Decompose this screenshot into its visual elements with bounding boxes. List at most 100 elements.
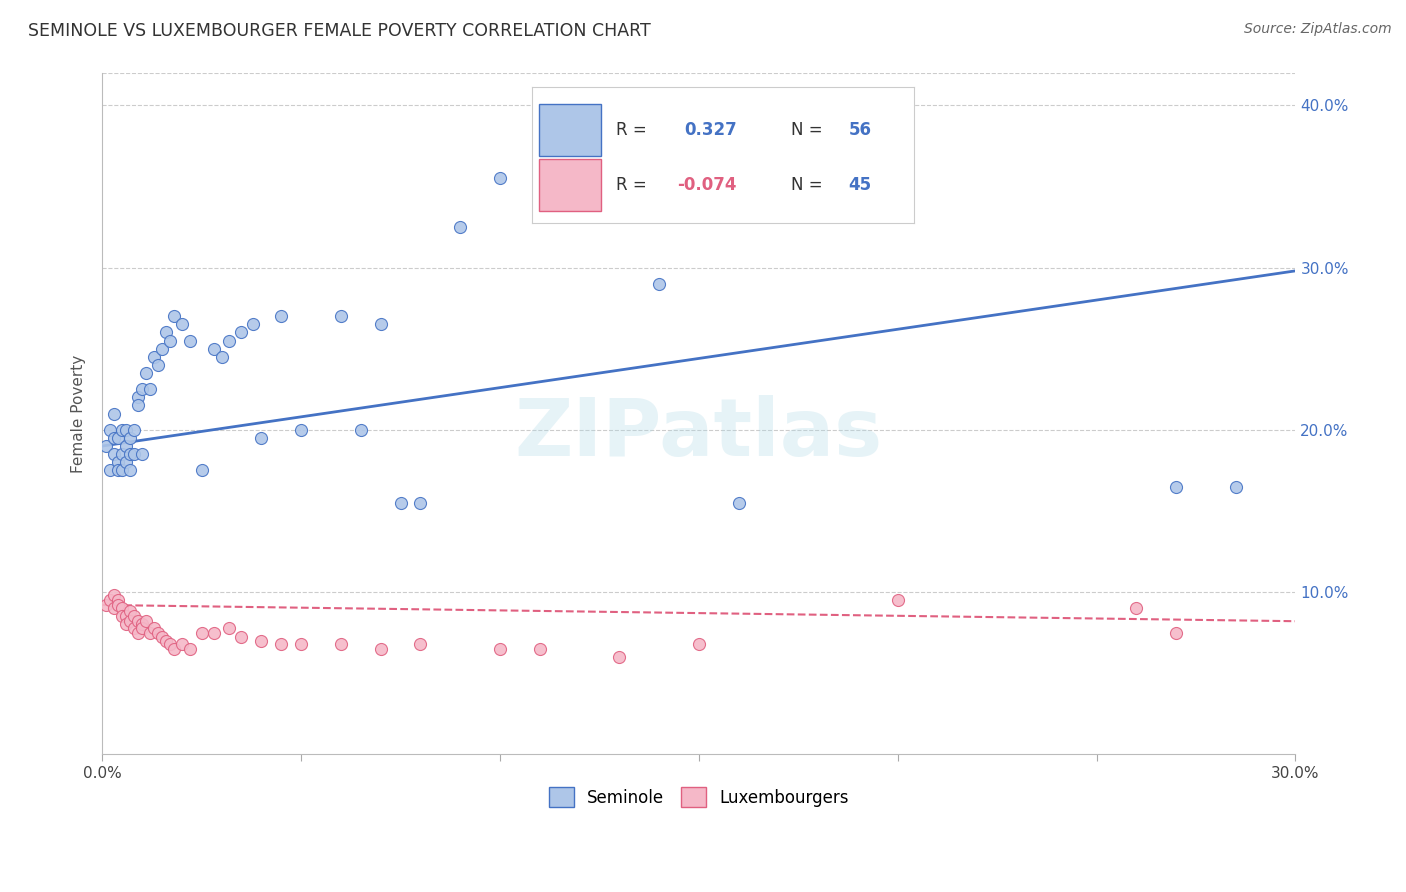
Legend: Seminole, Luxembourgers: Seminole, Luxembourgers (543, 780, 855, 814)
Point (122, 609, 145, 624)
Point (1166, 479, 1188, 493)
Point (139, 625, 162, 640)
Point (103, 447, 125, 461)
Point (146, 625, 169, 640)
Point (107, 593, 129, 607)
Point (127, 399, 149, 413)
Point (122, 621, 145, 635)
Point (131, 617, 153, 632)
Point (231, 326, 253, 340)
Point (202, 625, 225, 640)
Point (107, 431, 129, 445)
Point (211, 350, 233, 364)
Point (135, 366, 157, 380)
Point (202, 342, 225, 356)
Point (150, 631, 173, 645)
Point (142, 350, 165, 364)
Point (159, 637, 181, 651)
Point (163, 310, 186, 324)
Point (449, 220, 471, 235)
Point (135, 614, 157, 628)
Point (103, 431, 125, 445)
Point (118, 431, 141, 445)
Point (529, 163, 551, 178)
Point (370, 641, 392, 656)
Point (1166, 625, 1188, 640)
Point (107, 598, 129, 612)
Point (190, 463, 212, 477)
Point (122, 423, 145, 437)
Point (159, 334, 181, 348)
Point (727, 496, 749, 510)
Point (329, 310, 352, 324)
Point (118, 605, 141, 619)
Point (98, 463, 121, 477)
Point (115, 423, 138, 437)
Point (231, 631, 253, 645)
Point (118, 614, 141, 628)
Point (96, 439, 118, 453)
Point (648, 277, 671, 291)
Point (1125, 601, 1147, 615)
Point (103, 407, 125, 421)
Point (329, 637, 352, 651)
Point (115, 617, 138, 632)
Point (250, 431, 273, 445)
Point (179, 641, 201, 656)
Point (1225, 479, 1247, 493)
Point (270, 637, 292, 651)
Point (218, 334, 240, 348)
Point (250, 633, 273, 648)
Point (370, 318, 392, 332)
Point (111, 601, 134, 615)
Point (155, 633, 177, 648)
Point (107, 463, 129, 477)
Point (409, 496, 432, 510)
Point (118, 463, 141, 477)
Point (118, 447, 141, 461)
Point (115, 439, 138, 453)
Point (115, 455, 138, 469)
Point (290, 423, 312, 437)
Point (111, 609, 134, 624)
Point (127, 614, 149, 628)
Point (103, 601, 125, 615)
Point (568, 171, 591, 186)
Text: ZIPatlas: ZIPatlas (515, 395, 883, 473)
Point (290, 637, 312, 651)
Point (489, 641, 512, 656)
Point (131, 382, 153, 396)
Point (218, 621, 240, 635)
Y-axis label: Female Poverty: Female Poverty (72, 354, 86, 473)
Point (98, 593, 121, 607)
Point (142, 621, 165, 635)
Point (350, 423, 373, 437)
Point (96, 598, 118, 612)
Point (98, 423, 121, 437)
Point (127, 390, 149, 404)
Point (150, 342, 173, 356)
Point (163, 641, 186, 656)
Point (688, 637, 710, 651)
Point (270, 310, 292, 324)
Point (103, 588, 125, 602)
Point (111, 447, 134, 461)
Point (131, 621, 153, 635)
Point (489, 171, 512, 186)
Point (111, 423, 134, 437)
Text: Source: ZipAtlas.com: Source: ZipAtlas.com (1244, 22, 1392, 37)
Point (607, 649, 630, 664)
Point (242, 318, 264, 332)
Text: SEMINOLE VS LUXEMBOURGER FEMALE POVERTY CORRELATION CHART: SEMINOLE VS LUXEMBOURGER FEMALE POVERTY … (28, 22, 651, 40)
Point (190, 625, 212, 640)
Point (111, 463, 134, 477)
Point (170, 318, 193, 332)
Point (170, 637, 193, 651)
Point (107, 455, 129, 469)
Point (131, 447, 153, 461)
Point (179, 334, 201, 348)
Point (409, 637, 432, 651)
Point (127, 625, 149, 640)
Point (389, 496, 412, 510)
Point (115, 609, 138, 624)
